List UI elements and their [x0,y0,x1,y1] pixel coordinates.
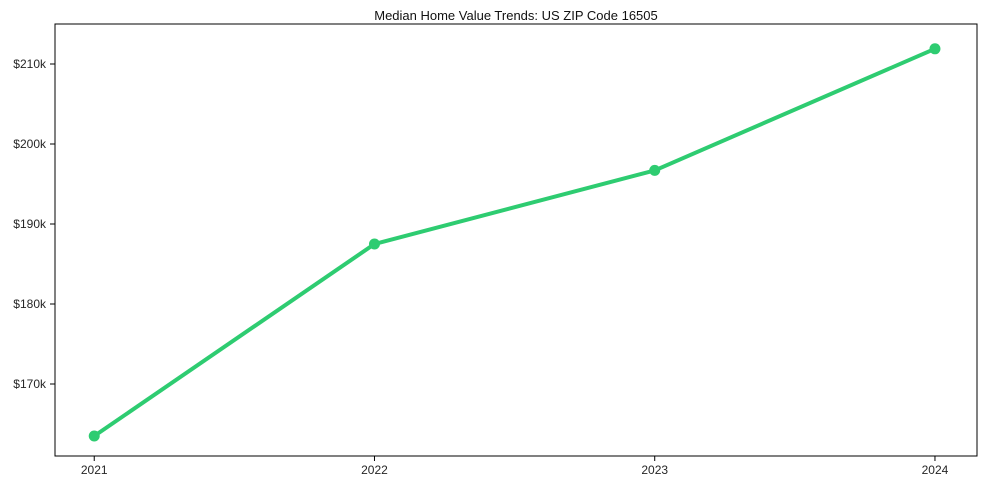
y-axis-tick-label: $180k [13,297,47,311]
x-axis-tick-label: 2021 [81,463,108,477]
plot-border [54,23,978,457]
y-axis-tick-label: $170k [13,377,47,391]
data-point-marker [649,164,661,176]
data-point-marker [929,43,941,55]
x-axis-tick-label: 2024 [922,463,949,477]
data-point-marker [368,238,380,250]
data-point-marker [88,430,100,442]
trend-line [93,46,936,438]
chart-title: Median Home Value Trends: US ZIP Code 16… [374,8,658,23]
x-axis-tick-label: 2023 [641,463,668,477]
y-axis-tick-label: $210k [13,57,47,71]
x-axis-tick-label: 2022 [361,463,388,477]
y-axis-tick-label: $200k [13,137,47,151]
y-axis-tick-label: $190k [13,217,47,231]
